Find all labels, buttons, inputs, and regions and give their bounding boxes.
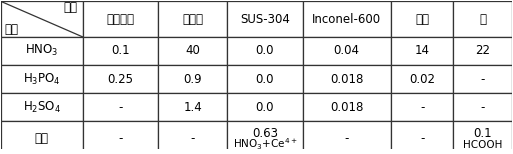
Bar xyxy=(158,1,227,37)
Text: H$_3$PO$_4$: H$_3$PO$_4$ xyxy=(23,72,61,87)
Bar xyxy=(83,121,158,154)
Bar xyxy=(83,93,158,121)
Bar xyxy=(83,1,158,37)
Text: Inconel-600: Inconel-600 xyxy=(312,13,381,26)
Bar xyxy=(1,1,83,37)
Text: 0.0: 0.0 xyxy=(255,101,274,114)
Bar xyxy=(303,93,391,121)
Text: H$_2$SO$_4$: H$_2$SO$_4$ xyxy=(23,100,61,115)
Text: HNO$_3$: HNO$_3$ xyxy=(25,43,58,59)
Bar xyxy=(1,37,83,65)
Bar xyxy=(391,37,453,65)
Text: HCOOH: HCOOH xyxy=(463,140,503,150)
Text: 0.1: 0.1 xyxy=(111,45,130,57)
Text: 0.018: 0.018 xyxy=(330,101,363,114)
Bar xyxy=(453,65,512,93)
Bar xyxy=(158,93,227,121)
Text: -: - xyxy=(345,132,349,145)
Text: 40: 40 xyxy=(185,45,200,57)
Bar xyxy=(227,121,303,154)
Text: 0.04: 0.04 xyxy=(333,45,360,57)
Bar xyxy=(227,93,303,121)
Text: -: - xyxy=(481,101,485,114)
Bar xyxy=(1,65,83,93)
Bar xyxy=(453,93,512,121)
Text: 알루미는: 알루미는 xyxy=(106,13,134,26)
Text: 금속: 금속 xyxy=(64,1,77,14)
Bar xyxy=(453,121,512,154)
Text: 0.0: 0.0 xyxy=(255,73,274,86)
Text: 0.1: 0.1 xyxy=(473,127,492,140)
Bar xyxy=(391,93,453,121)
Bar xyxy=(1,93,83,121)
Bar xyxy=(227,1,303,37)
Text: 용액: 용액 xyxy=(5,23,18,36)
Bar xyxy=(453,37,512,65)
Text: 0.02: 0.02 xyxy=(409,73,435,86)
Text: -: - xyxy=(190,132,195,145)
Text: 1.4: 1.4 xyxy=(183,101,202,114)
Text: 0.018: 0.018 xyxy=(330,73,363,86)
Bar xyxy=(1,121,83,154)
Bar xyxy=(303,1,391,37)
Bar xyxy=(83,65,158,93)
Text: 22: 22 xyxy=(476,45,490,57)
Text: -: - xyxy=(420,101,424,114)
Text: 0.25: 0.25 xyxy=(107,73,133,86)
Bar xyxy=(83,37,158,65)
Text: 납: 납 xyxy=(479,13,486,26)
Bar xyxy=(158,121,227,154)
Bar xyxy=(453,1,512,37)
Bar xyxy=(391,65,453,93)
Text: -: - xyxy=(481,73,485,86)
Bar xyxy=(391,1,453,37)
Text: 탄소강: 탄소강 xyxy=(182,13,203,26)
Bar xyxy=(303,65,391,93)
Bar xyxy=(158,65,227,93)
Bar xyxy=(158,37,227,65)
Bar xyxy=(227,65,303,93)
Text: 0.9: 0.9 xyxy=(183,73,202,86)
Text: -: - xyxy=(420,132,424,145)
Text: -: - xyxy=(118,101,123,114)
Text: 구리: 구리 xyxy=(415,13,429,26)
Bar xyxy=(391,121,453,154)
Text: -: - xyxy=(118,132,123,145)
Text: SUS-304: SUS-304 xyxy=(240,13,290,26)
Text: 14: 14 xyxy=(415,45,429,57)
Bar xyxy=(303,121,391,154)
Text: 기타: 기타 xyxy=(34,132,49,145)
Bar xyxy=(303,37,391,65)
Text: 0.0: 0.0 xyxy=(255,45,274,57)
Text: 0.63: 0.63 xyxy=(252,127,278,140)
Bar xyxy=(227,37,303,65)
Text: HNO$_3$+Ce$^{4+}$: HNO$_3$+Ce$^{4+}$ xyxy=(232,137,297,152)
